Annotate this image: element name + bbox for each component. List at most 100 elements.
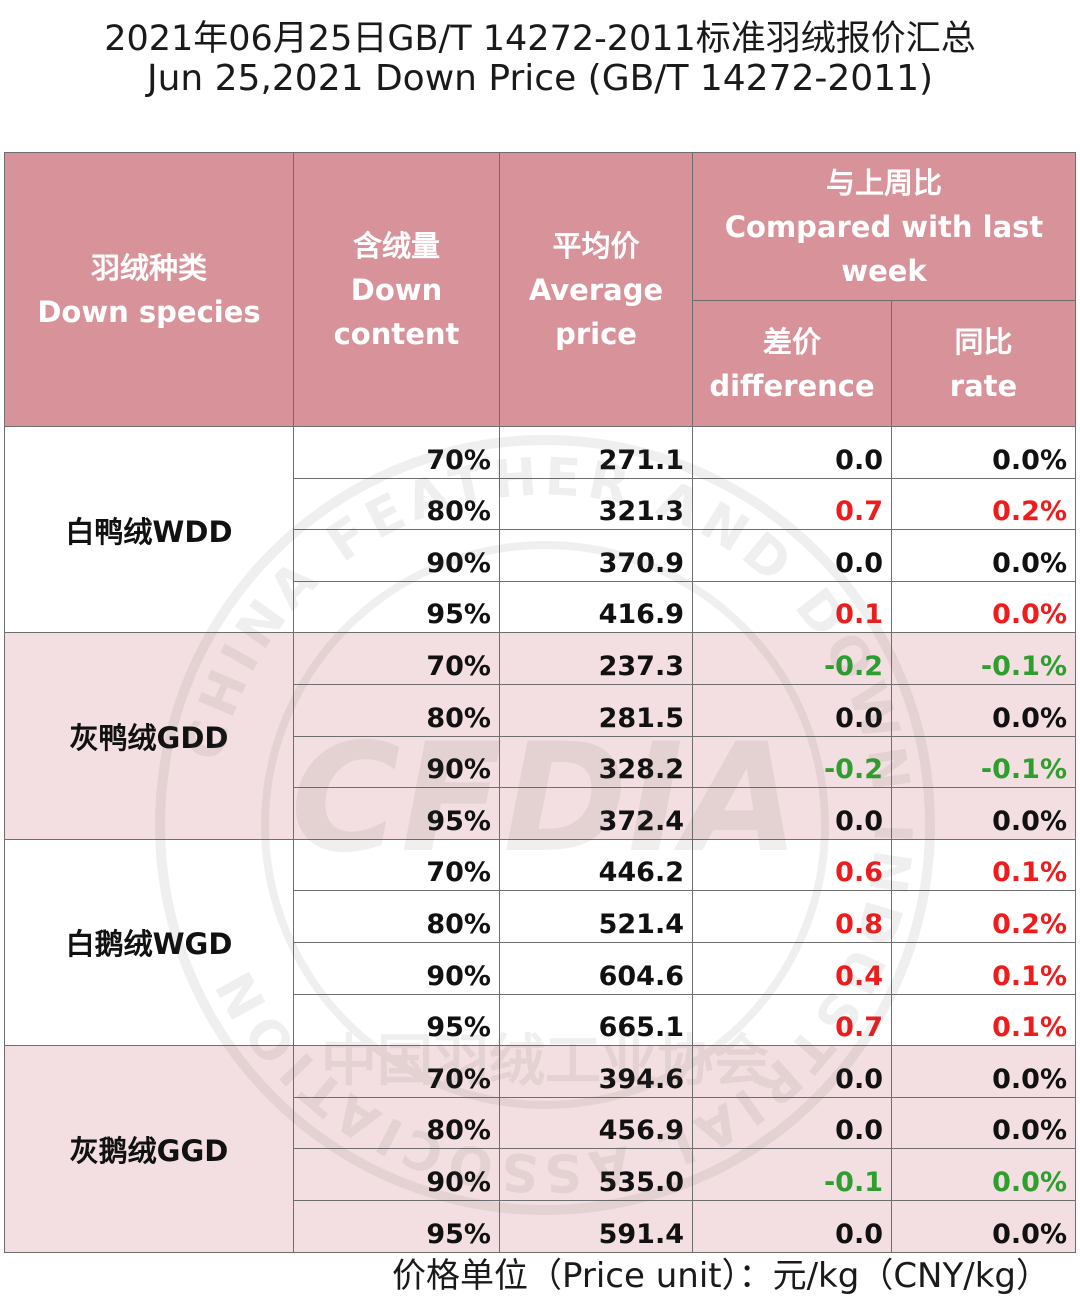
species-cell: 白鹅绒WGD bbox=[4, 838, 294, 1047]
difference-cell: 0.8 bbox=[692, 890, 892, 943]
table-row: 95% 665.1 0.7 0.1% bbox=[5, 993, 1077, 1047]
difference-cell: 0.0 bbox=[692, 787, 892, 840]
table-row: 灰鹅绒GGD 70% 394.6 0.0 0.0% bbox=[4, 1045, 1077, 1253]
table-row: 80% 281.5 0.0 0.0% bbox=[5, 683, 1077, 737]
table-row: 95% 372.4 0.0 0.0% bbox=[5, 787, 1077, 840]
rate-cell: 0.0% bbox=[890, 683, 1077, 737]
rate-cell: 0.2% bbox=[890, 477, 1077, 531]
rate-cell: 0.0% bbox=[890, 1148, 1077, 1201]
species-cell: 白鸭绒WDD bbox=[4, 425, 294, 634]
content-cell: 70% bbox=[293, 426, 500, 479]
price-cell: 456.9 bbox=[499, 1096, 693, 1150]
header-species: 羽绒种类 Down species bbox=[4, 152, 294, 427]
header-content-en1: Down bbox=[350, 272, 443, 307]
price-cell: 281.5 bbox=[499, 683, 693, 737]
difference-cell: 0.6 bbox=[692, 838, 892, 892]
rate-cell: 0.0% bbox=[890, 426, 1077, 479]
header-average-price: 平均价 Average price bbox=[499, 152, 693, 427]
page-title-en: Jun 25,2021 Down Price (GB/T 14272-2011) bbox=[146, 58, 934, 99]
difference-cell: 0.0 bbox=[692, 1096, 892, 1150]
header-rate-en: rate bbox=[949, 368, 1018, 403]
rate-cell: 0.0% bbox=[890, 1199, 1077, 1253]
header-content-en2: content bbox=[333, 316, 460, 351]
table-row: 90% 604.6 0.4 0.1% bbox=[5, 941, 1077, 995]
content-cell: 80% bbox=[293, 683, 500, 737]
header-species-zh: 羽绒种类 bbox=[90, 250, 207, 285]
table-header: 羽绒种类 Down species 含绒量 Down content 平均价 A… bbox=[4, 152, 1077, 427]
difference-cell: 0.0 bbox=[692, 683, 892, 737]
content-cell: 90% bbox=[293, 1148, 500, 1201]
header-species-en: Down species bbox=[37, 294, 261, 329]
rate-cell: 0.0% bbox=[890, 529, 1077, 582]
header-compare-zh: 与上周比 bbox=[826, 165, 943, 200]
difference-cell: 0.4 bbox=[692, 941, 892, 995]
price-cell: 665.1 bbox=[499, 993, 693, 1047]
difference-cell: 0.0 bbox=[692, 1045, 892, 1098]
header-avg-en1: Average bbox=[528, 272, 664, 307]
content-cell: 90% bbox=[293, 735, 500, 789]
difference-cell: 0.7 bbox=[692, 477, 892, 531]
table-body: 白鸭绒WDD 70% 271.1 0.0 0.0% 80% 321.3 0.7 0.2% 90% 3… bbox=[4, 425, 1077, 1253]
table-row: 90% 535.0 -0.1 0.0% bbox=[5, 1148, 1077, 1201]
table-row: 80% 521.4 0.8 0.2% bbox=[5, 890, 1077, 943]
price-cell: 394.6 bbox=[499, 1045, 693, 1098]
rate-cell: 0.1% bbox=[890, 993, 1077, 1047]
rate-cell: -0.1% bbox=[890, 632, 1077, 685]
price-cell: 237.3 bbox=[499, 632, 693, 685]
table-row: 白鹅绒WGD 70% 446.2 0.6 0.1% bbox=[4, 838, 1077, 1047]
difference-cell: 0.0 bbox=[692, 529, 892, 582]
table-row: 95% 416.9 0.1 0.0% bbox=[5, 580, 1077, 634]
header-compare: 与上周比 Compared with last week bbox=[691, 152, 1077, 301]
difference-cell: -0.2 bbox=[692, 632, 892, 685]
rate-cell: 0.0% bbox=[890, 1045, 1077, 1098]
rate-cell: 0.0% bbox=[890, 580, 1077, 634]
page-title-zh: 2021年06月25日GB/T 14272-2011标准羽绒报价汇总 bbox=[104, 19, 976, 59]
header-difference: 差价 difference bbox=[692, 300, 892, 427]
difference-cell: 0.7 bbox=[692, 993, 892, 1047]
difference-cell: 0.0 bbox=[692, 426, 892, 479]
table-row: 白鸭绒WDD 70% 271.1 0.0 0.0% bbox=[4, 425, 1077, 634]
price-cell: 604.6 bbox=[499, 941, 693, 995]
content-cell: 95% bbox=[293, 993, 500, 1047]
table-row: 灰鸭绒GDD 70% 237.3 -0.2 -0.1% bbox=[4, 632, 1077, 840]
price-cell: 446.2 bbox=[499, 838, 693, 892]
rate-cell: 0.0% bbox=[890, 1096, 1077, 1150]
difference-cell: -0.2 bbox=[692, 735, 892, 789]
rate-cell: 0.2% bbox=[890, 890, 1077, 943]
header-avg-en2: price bbox=[555, 316, 637, 351]
price-cell: 535.0 bbox=[499, 1148, 693, 1201]
content-cell: 95% bbox=[293, 580, 500, 634]
content-cell: 70% bbox=[293, 838, 500, 892]
header-content: 含绒量 Down content bbox=[293, 152, 500, 427]
difference-cell: -0.1 bbox=[692, 1148, 892, 1201]
species-cell: 灰鹅绒GGD bbox=[4, 1045, 294, 1253]
content-cell: 80% bbox=[293, 477, 500, 531]
content-cell: 90% bbox=[293, 529, 500, 582]
price-table: 羽绒种类 Down species 含绒量 Down content 平均价 A… bbox=[4, 152, 1077, 1253]
content-cell: 70% bbox=[293, 632, 500, 685]
header-compare-en1: Compared with last bbox=[724, 209, 1044, 244]
species-cell: 灰鸭绒GDD bbox=[4, 632, 294, 840]
difference-cell: 0.0 bbox=[692, 1199, 892, 1253]
content-cell: 80% bbox=[293, 890, 500, 943]
price-unit-note: 价格单位（Price unit）：元/kg（CNY/kg） bbox=[391, 1256, 1050, 1296]
table-row: 80% 456.9 0.0 0.0% bbox=[5, 1096, 1077, 1150]
rate-cell: -0.1% bbox=[890, 735, 1077, 789]
content-cell: 80% bbox=[293, 1096, 500, 1150]
content-cell: 95% bbox=[293, 1199, 500, 1253]
header-avg-zh: 平均价 bbox=[552, 228, 640, 263]
rate-cell: 0.1% bbox=[890, 838, 1077, 892]
price-cell: 372.4 bbox=[499, 787, 693, 840]
header-content-zh: 含绒量 bbox=[352, 228, 440, 263]
price-cell: 591.4 bbox=[499, 1199, 693, 1253]
content-cell: 70% bbox=[293, 1045, 500, 1098]
rate-cell: 0.1% bbox=[890, 941, 1077, 995]
price-cell: 271.1 bbox=[499, 426, 693, 479]
content-cell: 95% bbox=[293, 787, 500, 840]
price-cell: 321.3 bbox=[499, 477, 693, 531]
header-compare-en2: week bbox=[841, 253, 927, 288]
table-row: 95% 591.4 0.0 0.0% bbox=[5, 1199, 1077, 1253]
price-cell: 416.9 bbox=[499, 580, 693, 634]
content-cell: 90% bbox=[293, 941, 500, 995]
header-diff-en: difference bbox=[709, 368, 875, 403]
